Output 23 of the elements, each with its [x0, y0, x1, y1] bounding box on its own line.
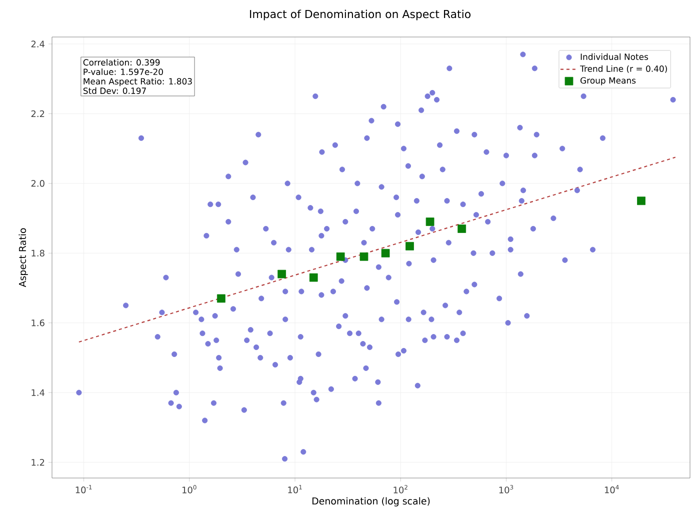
x-tick-label: 10$^{4}$	[604, 485, 619, 494]
x-axis-title: Denomination (log scale)	[312, 497, 430, 506]
annotation: Mean Aspect Ratio: 1.803	[84, 78, 192, 86]
legend-label: Group Means	[580, 77, 636, 86]
x-tick-label: 10$^{2}$	[394, 485, 408, 494]
x-tick-label: 10$^{3}$	[499, 485, 514, 494]
y-tick-label: 1.8	[32, 250, 44, 257]
legend-label: Trend Line (r = 0.40)	[580, 65, 667, 73]
x-tick-label: 10$^{1}$	[288, 485, 302, 494]
x-tick-label: 10$^{-1}$	[76, 485, 92, 494]
y-tick-label: 1.2	[32, 458, 44, 466]
y-tick-label: 2.2	[31, 110, 44, 118]
x-tick-label: 10$^{0}$	[182, 485, 196, 494]
legend-label: Individual Notes	[580, 53, 648, 60]
annotation: P-value: 1.597e-20	[84, 68, 163, 76]
y-tick-label: 1.6	[32, 319, 44, 326]
annotation: Correlation: 0.399	[83, 59, 160, 66]
y-tick-label: 2.4	[31, 40, 44, 48]
annotation: Std Dev: 0.197	[83, 87, 146, 94]
chart-title: Impact of Denomination on Aspect Ratio	[250, 10, 470, 20]
y-tick-label: 2.0	[31, 180, 44, 187]
y-axis-title: Aspect Ratio	[18, 228, 28, 288]
y-tick-label: 1.4	[32, 389, 44, 396]
